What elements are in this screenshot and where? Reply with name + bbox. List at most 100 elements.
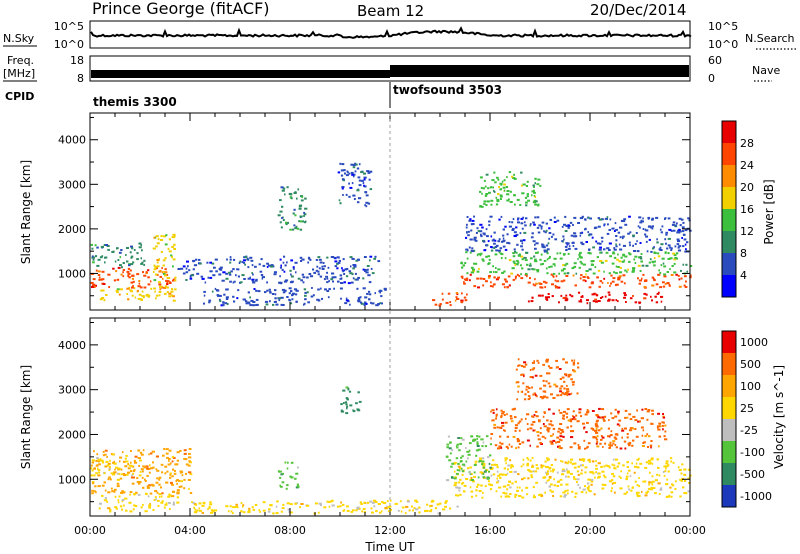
data-cell	[533, 360, 535, 363]
data-cell	[297, 485, 300, 488]
colorbar-tick-label: 500	[740, 358, 761, 371]
data-cell	[649, 471, 651, 474]
data-cell	[155, 245, 158, 248]
data-cell	[269, 300, 271, 303]
data-cell	[500, 442, 504, 445]
data-cell	[595, 420, 599, 423]
data-cell	[318, 502, 322, 505]
data-cell	[576, 470, 580, 473]
data-cell	[370, 507, 373, 510]
data-cell	[461, 277, 464, 279]
data-region-8	[515, 358, 580, 401]
data-cell	[604, 259, 608, 262]
x-tick-label: 04:00	[174, 524, 206, 537]
data-cell	[594, 423, 598, 426]
data-cell	[345, 174, 349, 177]
data-cell	[571, 418, 574, 421]
data-cell	[597, 269, 601, 272]
data-cell	[620, 219, 624, 222]
data-cell	[130, 255, 134, 258]
data-cell	[188, 448, 192, 450]
data-cell	[465, 251, 468, 254]
data-cell	[356, 287, 359, 290]
data-cell	[525, 486, 529, 489]
data-cell	[337, 171, 341, 174]
data-cell	[534, 258, 537, 261]
data-cell	[134, 455, 138, 458]
data-cell	[505, 462, 507, 465]
data-region-3	[191, 499, 459, 515]
data-cell	[563, 223, 567, 226]
data-cell	[503, 270, 506, 273]
data-cell	[252, 281, 256, 284]
data-cell	[364, 270, 367, 272]
data-cell	[582, 464, 584, 467]
data-cell	[284, 264, 287, 267]
data-cell	[534, 182, 536, 185]
data-cell	[570, 392, 573, 395]
data-cell	[683, 473, 687, 476]
data-cell	[404, 512, 407, 515]
data-cell	[274, 297, 277, 300]
data-cell	[594, 293, 597, 296]
data-cell	[559, 435, 563, 438]
data-cell	[360, 503, 363, 505]
data-cell	[513, 194, 516, 197]
data-cell	[585, 270, 589, 272]
data-cell	[500, 195, 503, 198]
data-cell	[282, 187, 286, 190]
data-cell	[504, 225, 507, 228]
data-cell	[225, 288, 228, 291]
data-cell	[538, 420, 541, 423]
data-cell	[481, 445, 484, 448]
data-cell	[358, 184, 362, 187]
data-cell	[489, 285, 493, 288]
data-cell	[114, 468, 116, 471]
data-cell	[96, 457, 99, 460]
data-cell	[604, 217, 608, 220]
data-cell	[543, 249, 546, 252]
data-cell	[482, 240, 486, 243]
data-cell	[622, 235, 625, 238]
data-cell	[536, 359, 539, 362]
data-cell	[637, 277, 639, 280]
data-cell	[289, 302, 293, 305]
nave-tick-high: 60	[708, 54, 722, 67]
data-cell	[101, 484, 105, 487]
data-cell	[626, 491, 628, 494]
data-cell	[359, 296, 362, 299]
data-cell	[446, 446, 449, 449]
data-cell	[330, 278, 334, 281]
data-cell	[455, 486, 459, 489]
data-cell	[560, 394, 563, 397]
data-cell	[229, 261, 232, 264]
data-cell	[616, 423, 620, 426]
data-cell	[261, 276, 265, 279]
data-cell	[458, 481, 461, 484]
data-cell	[620, 476, 622, 479]
data-cell	[587, 485, 590, 488]
x-tick-label: 08:00	[274, 524, 306, 537]
data-cell	[307, 261, 310, 264]
data-cell	[368, 178, 371, 181]
data-cell	[123, 504, 125, 507]
data-cell	[450, 465, 453, 468]
data-cell	[174, 463, 178, 466]
data-cell	[103, 299, 106, 302]
data-cell	[98, 463, 101, 466]
data-cell	[507, 464, 510, 467]
data-cell	[532, 283, 535, 286]
x-tick-label: 00:00	[74, 524, 106, 537]
data-cell	[635, 491, 638, 494]
data-cell	[544, 231, 547, 234]
data-cell	[120, 491, 123, 494]
data-cell	[648, 481, 652, 484]
data-cell	[461, 467, 463, 470]
data-cell	[156, 265, 160, 268]
data-cell	[541, 435, 545, 438]
data-cell	[608, 419, 610, 422]
data-cell	[531, 386, 533, 389]
data-cell	[545, 396, 549, 399]
data-cell	[588, 233, 592, 236]
data-cell	[561, 376, 565, 379]
